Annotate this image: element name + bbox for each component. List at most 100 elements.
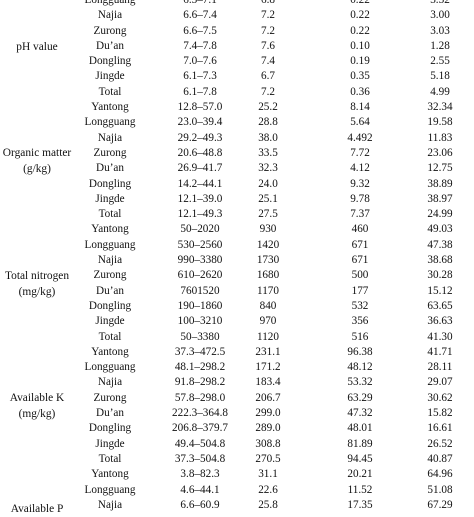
cell-cv: 38.68 bbox=[427, 254, 453, 267]
cell-mean: 289.0 bbox=[255, 422, 281, 435]
cell-range: 6.6–60.9 bbox=[180, 498, 220, 511]
cell-mean: 1120 bbox=[257, 330, 279, 343]
cell-mean: 38.0 bbox=[258, 131, 278, 144]
cell-sd: 63.29 bbox=[347, 391, 373, 404]
cell-mean: 7.2 bbox=[261, 24, 275, 37]
cell-cv: 11.83 bbox=[427, 131, 453, 144]
cell-range: 23.0–39.4 bbox=[177, 116, 223, 129]
cell-site: Yantong bbox=[91, 101, 129, 114]
table-row: Najia 990–3380 1730 671 38.68 bbox=[0, 253, 474, 268]
cell-site: Jingde bbox=[95, 437, 125, 450]
cell-site: Longguang bbox=[84, 116, 136, 129]
cell-sd: 671 bbox=[351, 238, 369, 251]
cell-mean: 7.2 bbox=[261, 9, 275, 22]
cell-range: 14.2–44.1 bbox=[177, 177, 223, 190]
cell-cv: 40.87 bbox=[427, 452, 453, 465]
cell-site: Yantong bbox=[91, 345, 129, 358]
cell-cv: 41.71 bbox=[427, 345, 453, 358]
cell-cv: 3.32 bbox=[430, 0, 450, 6]
cell-cv: 63.65 bbox=[427, 299, 453, 312]
table-row: Longguang 23.0–39.4 28.8 5.64 19.58 bbox=[0, 115, 474, 130]
cell-sd: 48.12 bbox=[347, 361, 373, 374]
cell-site: Du’an bbox=[96, 407, 124, 420]
cell-mean: 7.4 bbox=[261, 55, 275, 68]
cell-cv: 29.07 bbox=[427, 376, 453, 389]
cell-range: 6.3–7.1 bbox=[183, 0, 217, 6]
cell-mean: 32.3 bbox=[258, 162, 278, 175]
table-row: Total 12.1–49.3 27.5 7.37 24.99 bbox=[0, 207, 474, 222]
parameter-label: Available P bbox=[0, 501, 74, 517]
table-row: Longguang 530–2560 1420 671 47.38 bbox=[0, 238, 474, 253]
parameter-label: Total nitrogen (mg/kg) bbox=[0, 268, 74, 300]
cell-site: Najia bbox=[97, 376, 123, 389]
table-row: Zurong 20.6–48.8 33.5 7.72 23.06 bbox=[0, 146, 474, 161]
cell-range: 26.9–41.7 bbox=[177, 162, 223, 175]
table-row: Jingde 6.1–7.3 6.7 0.35 5.18 bbox=[0, 69, 474, 84]
parameter-label-line: Available K bbox=[9, 392, 65, 405]
cell-sd: 0.35 bbox=[350, 70, 370, 83]
cell-cv: 51.08 bbox=[427, 483, 453, 496]
cell-cv: 19.58 bbox=[427, 116, 453, 129]
cell-site: Najia bbox=[97, 131, 123, 144]
cell-site: Najia bbox=[97, 254, 123, 267]
cell-range: 6.6–7.5 bbox=[183, 24, 217, 37]
table-row: Du’an 26.9–41.7 32.3 4.12 12.75 bbox=[0, 161, 474, 176]
cell-mean: 27.5 bbox=[258, 208, 278, 221]
cell-mean: 6.8 bbox=[261, 0, 275, 6]
cell-cv: 26.52 bbox=[427, 437, 453, 450]
table-row: Dongling 14.2–44.1 24.0 9.32 38.89 bbox=[0, 177, 474, 192]
cell-range: 57.8–298.0 bbox=[174, 391, 226, 404]
cell-range: 610–2620 bbox=[177, 269, 223, 282]
cell-mean: 1420 bbox=[256, 238, 280, 251]
cell-range: 29.2–49.3 bbox=[177, 131, 223, 144]
table-row: Najia 29.2–49.3 38.0 4.492 11.83 bbox=[0, 131, 474, 146]
cell-sd: 460 bbox=[351, 223, 369, 236]
table-row: Jingde 12.1–39.0 25.1 9.78 38.97 bbox=[0, 192, 474, 207]
table-row: Dongling 7.0–7.6 7.4 0.19 2.55 bbox=[0, 54, 474, 69]
table-row: Total 37.3–504.8 270.5 94.45 40.87 bbox=[0, 452, 474, 467]
table-row: Yantong 3.8–82.3 31.1 20.21 64.96 bbox=[0, 467, 474, 482]
cell-cv: 41.30 bbox=[427, 330, 453, 343]
cell-range: 37.3–504.8 bbox=[174, 452, 226, 465]
cell-sd: 8.14 bbox=[350, 101, 370, 114]
cell-cv: 38.89 bbox=[427, 177, 453, 190]
cell-site: Zurong bbox=[93, 391, 127, 404]
cell-sd: 0.22 bbox=[350, 0, 370, 6]
table-row: Longguang 6.3–7.1 6.8 0.22 3.32 bbox=[0, 0, 474, 8]
cell-sd: 81.89 bbox=[347, 437, 373, 450]
cell-site: Du’an bbox=[96, 162, 124, 175]
cell-cv: 24.99 bbox=[427, 208, 453, 221]
cell-cv: 3.03 bbox=[430, 24, 450, 37]
cell-mean: 231.1 bbox=[255, 345, 281, 358]
cell-site: Total bbox=[98, 452, 122, 465]
cell-site: Total bbox=[98, 85, 122, 98]
cell-cv: 23.06 bbox=[427, 146, 453, 159]
cell-cv: 4.99 bbox=[430, 85, 450, 98]
cell-sd: 53.32 bbox=[347, 376, 373, 389]
cell-sd: 532 bbox=[351, 299, 369, 312]
cell-mean: 33.5 bbox=[258, 146, 278, 159]
cell-range: 7601520 bbox=[180, 284, 220, 297]
parameter-label: pH value bbox=[0, 39, 74, 55]
cell-mean: 171.2 bbox=[255, 361, 281, 374]
cell-sd: 94.45 bbox=[347, 452, 373, 465]
cell-site: Dongling bbox=[88, 177, 132, 190]
cell-range: 206.8–379.7 bbox=[172, 422, 228, 435]
cell-cv: 30.62 bbox=[427, 391, 453, 404]
cell-range: 12.1–49.3 bbox=[177, 208, 223, 221]
cell-sd: 500 bbox=[351, 269, 369, 282]
cell-site: Najia bbox=[97, 9, 123, 22]
cell-site: Yantong bbox=[91, 468, 129, 481]
cell-range: 6.1–7.8 bbox=[183, 85, 217, 98]
cell-mean: 7.6 bbox=[261, 39, 275, 52]
cell-sd: 177 bbox=[351, 284, 369, 297]
table-row: Zurong 57.8–298.0 206.7 63.29 30.62 bbox=[0, 391, 474, 406]
cell-sd: 11.52 bbox=[347, 483, 373, 496]
cell-sd: 0.22 bbox=[350, 24, 370, 37]
cell-range: 12.1–39.0 bbox=[177, 192, 223, 205]
cell-site: Dongling bbox=[88, 299, 132, 312]
parameter-label-line: pH value bbox=[16, 40, 58, 53]
cell-site: Longguang bbox=[84, 483, 136, 496]
cell-mean: 25.1 bbox=[258, 192, 278, 205]
cell-mean: 6.7 bbox=[261, 70, 275, 83]
